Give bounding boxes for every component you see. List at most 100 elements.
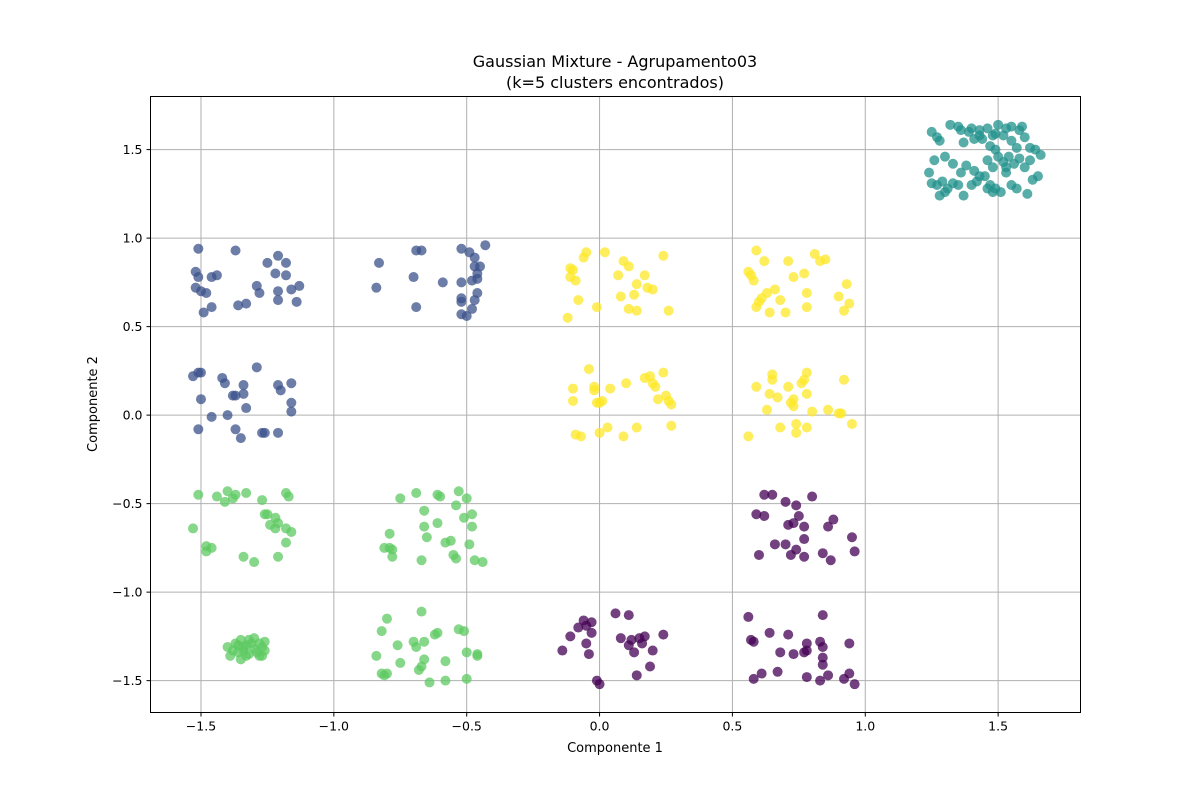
data-point-cluster-1 [371,282,382,293]
data-point-cluster-3 [416,606,427,617]
x-tick-label: −1.5 [186,719,216,734]
data-point-cluster-0 [785,549,796,560]
data-point-cluster-3 [381,668,392,679]
data-point-cluster-0 [767,489,778,500]
data-point-cluster-3 [193,489,204,500]
data-point-cluster-3 [461,673,472,684]
data-point-cluster-4 [613,270,624,281]
data-point-cluster-1 [193,424,204,435]
data-point-cluster-0 [565,631,576,642]
data-point-cluster-1 [456,243,467,254]
data-point-cluster-3 [419,521,430,532]
grid-lines [150,96,1081,713]
data-point-cluster-1 [411,302,422,313]
data-point-cluster-0 [844,638,855,649]
data-point-cluster-2 [998,130,1009,141]
data-point-cluster-3 [201,546,212,557]
data-point-cluster-0 [610,608,621,619]
data-point-cluster-4 [801,302,812,313]
data-point-cluster-1 [201,287,212,298]
data-point-cluster-4 [823,404,834,415]
data-point-cluster-0 [581,620,592,631]
data-point-cluster-4 [839,374,850,385]
data-point-cluster-4 [780,307,791,318]
y-tick-label: 0.5 [123,319,143,334]
data-point-cluster-1 [437,277,448,288]
data-point-cluster-4 [573,295,584,306]
data-point-cluster-1 [198,307,209,318]
data-point-cluster-0 [799,521,810,532]
data-point-cluster-4 [666,420,677,431]
data-point-cluster-4 [599,247,610,258]
data-point-cluster-3 [381,613,392,624]
data-point-cluster-4 [820,254,831,265]
data-point-cluster-2 [966,123,977,134]
data-point-cluster-3 [467,521,478,532]
data-point-cluster-2 [924,167,935,178]
data-point-cluster-4 [658,250,669,261]
data-point-cluster-2 [977,133,988,144]
data-point-cluster-3 [222,486,233,497]
data-point-cluster-1 [480,240,491,251]
data-point-cluster-2 [995,187,1006,198]
data-point-cluster-2 [979,171,990,182]
data-point-cluster-2 [945,119,956,130]
data-point-cluster-4 [801,287,812,298]
data-point-cluster-0 [557,645,568,656]
data-point-cluster-3 [464,539,475,550]
data-point-cluster-3 [371,650,382,661]
data-point-cluster-2 [1001,162,1012,173]
data-point-cluster-0 [846,532,857,543]
data-point-cluster-4 [841,279,852,290]
data-point-cluster-4 [647,284,658,295]
data-point-cluster-1 [195,394,206,405]
data-point-cluster-3 [262,509,273,520]
data-point-cluster-2 [1022,188,1033,199]
data-point-cluster-0 [849,679,860,690]
data-point-cluster-0 [817,610,828,621]
data-point-cluster-4 [801,388,812,399]
data-point-cluster-0 [849,546,860,557]
data-point-cluster-2 [953,180,964,191]
data-point-cluster-1 [270,268,281,279]
data-point-cluster-2 [1011,142,1022,153]
data-point-cluster-4 [846,418,857,429]
data-point-cluster-4 [621,378,632,389]
data-point-cluster-0 [759,489,770,500]
data-point-cluster-3 [241,488,252,499]
data-point-cluster-1 [456,296,467,307]
data-point-cluster-2 [987,187,998,198]
data-point-cluster-3 [257,650,268,661]
data-point-cluster-4 [772,392,783,403]
data-point-cluster-0 [839,673,850,684]
data-point-cluster-2 [982,155,993,166]
data-point-cluster-0 [581,638,592,649]
data-point-cluster-1 [467,303,478,314]
data-point-cluster-0 [658,629,669,640]
data-point-cluster-1 [469,295,480,306]
data-point-cluster-4 [650,381,661,392]
data-point-cluster-3 [281,537,292,548]
y-tick-label: −1.0 [112,585,142,600]
data-point-cluster-3 [227,493,238,504]
data-point-cluster-3 [411,488,422,499]
data-point-cluster-1 [281,270,292,281]
data-point-cluster-1 [273,250,284,261]
data-point-cluster-1 [193,272,204,283]
data-points [188,119,1046,690]
data-point-cluster-2 [1025,155,1036,166]
data-point-cluster-1 [238,380,249,391]
data-point-cluster-1 [241,403,252,414]
data-point-cluster-4 [844,298,855,309]
data-point-cluster-2 [1017,121,1028,132]
data-point-cluster-1 [286,406,297,417]
data-point-cluster-3 [432,518,443,529]
data-point-cluster-4 [836,408,847,419]
data-point-cluster-4 [575,431,586,442]
data-point-cluster-3 [395,493,406,504]
data-point-cluster-3 [249,557,260,568]
data-point-cluster-0 [615,633,626,644]
data-point-cluster-1 [222,410,233,421]
data-point-cluster-3 [445,535,456,546]
